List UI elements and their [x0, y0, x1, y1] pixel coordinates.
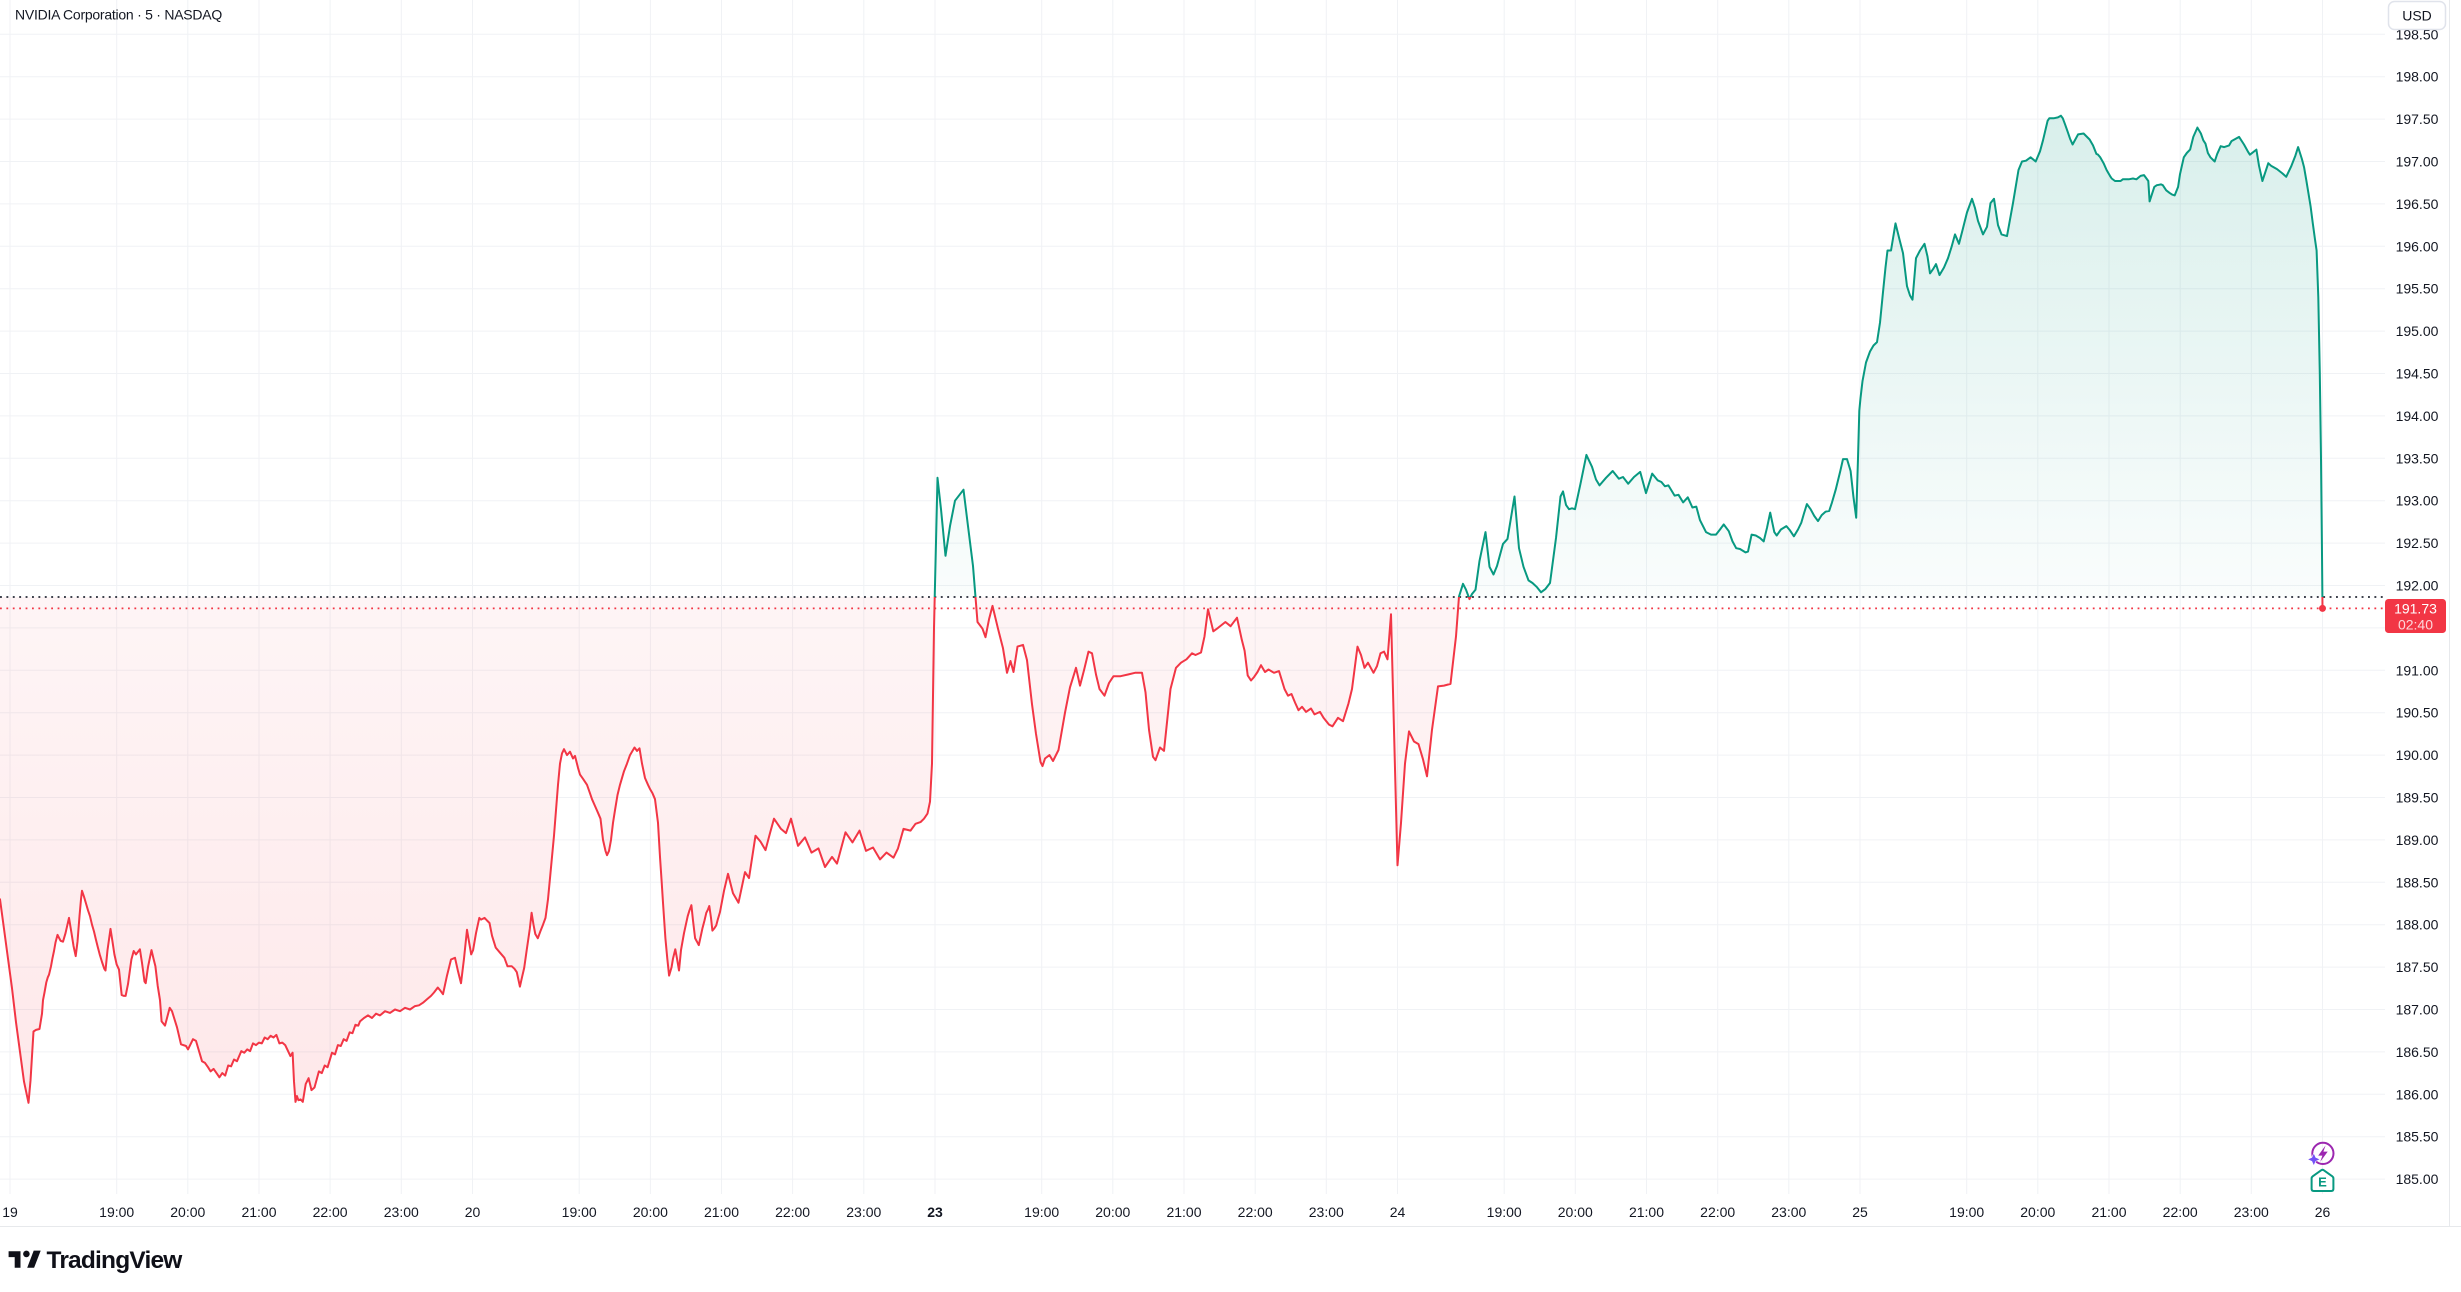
svg-text:195.00: 195.00	[2396, 323, 2439, 339]
svg-text:20:00: 20:00	[1095, 1204, 1130, 1220]
svg-text:22:00: 22:00	[775, 1204, 810, 1220]
svg-text:191.00: 191.00	[2396, 662, 2439, 678]
svg-text:23:00: 23:00	[384, 1204, 419, 1220]
svg-text:21:00: 21:00	[1166, 1204, 1201, 1220]
svg-text:194.50: 194.50	[2396, 366, 2439, 382]
svg-text:20:00: 20:00	[170, 1204, 205, 1220]
svg-text:186.50: 186.50	[2396, 1044, 2439, 1060]
svg-text:196.50: 196.50	[2396, 196, 2439, 212]
svg-text:TradingView: TradingView	[47, 1247, 184, 1274]
svg-text:23:00: 23:00	[1771, 1204, 1806, 1220]
svg-text:25: 25	[1852, 1204, 1868, 1220]
svg-text:193.00: 193.00	[2396, 493, 2439, 509]
svg-text:19:00: 19:00	[1949, 1204, 1984, 1220]
svg-text:22:00: 22:00	[2163, 1204, 2198, 1220]
svg-text:185.50: 185.50	[2396, 1129, 2439, 1145]
svg-text:22:00: 22:00	[313, 1204, 348, 1220]
svg-text:20: 20	[465, 1204, 481, 1220]
svg-text:19:00: 19:00	[562, 1204, 597, 1220]
svg-text:21:00: 21:00	[704, 1204, 739, 1220]
svg-text:196.00: 196.00	[2396, 238, 2439, 254]
svg-text:USD: USD	[2402, 8, 2432, 24]
svg-text:190.50: 190.50	[2396, 705, 2439, 721]
svg-text:185.00: 185.00	[2396, 1171, 2439, 1187]
svg-text:192.00: 192.00	[2396, 578, 2439, 594]
svg-text:19: 19	[2, 1204, 18, 1220]
svg-text:187.50: 187.50	[2396, 959, 2439, 975]
svg-text:198.00: 198.00	[2396, 69, 2439, 85]
svg-text:22:00: 22:00	[1700, 1204, 1735, 1220]
svg-text:02:40: 02:40	[2398, 617, 2433, 633]
svg-text:22:00: 22:00	[1238, 1204, 1273, 1220]
svg-text:NVIDIA Corporation · 5 · NASDA: NVIDIA Corporation · 5 · NASDAQ	[15, 7, 222, 23]
svg-text:192.50: 192.50	[2396, 535, 2439, 551]
svg-text:21:00: 21:00	[241, 1204, 276, 1220]
svg-text:20:00: 20:00	[2020, 1204, 2055, 1220]
svg-text:23:00: 23:00	[846, 1204, 881, 1220]
svg-text:19:00: 19:00	[1024, 1204, 1059, 1220]
svg-text:190.00: 190.00	[2396, 747, 2439, 763]
svg-text:188.00: 188.00	[2396, 917, 2439, 933]
svg-text:24: 24	[1390, 1204, 1406, 1220]
svg-text:26: 26	[2315, 1204, 2331, 1220]
svg-text:23:00: 23:00	[2234, 1204, 2269, 1220]
svg-text:19:00: 19:00	[1487, 1204, 1522, 1220]
svg-text:188.50: 188.50	[2396, 874, 2439, 890]
svg-text:189.00: 189.00	[2396, 832, 2439, 848]
svg-text:186.00: 186.00	[2396, 1086, 2439, 1102]
svg-text:195.50: 195.50	[2396, 281, 2439, 297]
svg-text:E: E	[2318, 1175, 2327, 1190]
svg-text:20:00: 20:00	[633, 1204, 668, 1220]
svg-text:189.50: 189.50	[2396, 790, 2439, 806]
svg-text:21:00: 21:00	[2091, 1204, 2126, 1220]
svg-text:197.00: 197.00	[2396, 154, 2439, 170]
svg-text:20:00: 20:00	[1558, 1204, 1593, 1220]
svg-text:23: 23	[927, 1204, 943, 1220]
svg-text:191.73: 191.73	[2394, 601, 2437, 617]
svg-text:193.50: 193.50	[2396, 450, 2439, 466]
svg-text:21:00: 21:00	[1629, 1204, 1664, 1220]
svg-text:19:00: 19:00	[99, 1204, 134, 1220]
svg-text:198.50: 198.50	[2396, 26, 2439, 42]
svg-text:194.00: 194.00	[2396, 408, 2439, 424]
svg-text:187.00: 187.00	[2396, 1002, 2439, 1018]
svg-text:197.50: 197.50	[2396, 111, 2439, 127]
svg-text:23:00: 23:00	[1309, 1204, 1344, 1220]
